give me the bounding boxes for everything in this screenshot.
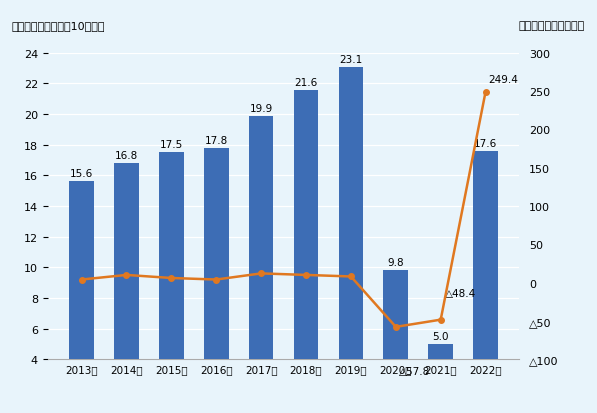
Text: 16.8: 16.8 (115, 151, 138, 161)
Bar (383, 271, 408, 413)
Text: （入国者数、単位：10万人）: （入国者数、単位：10万人） (12, 21, 106, 31)
Bar (249, 116, 273, 413)
Bar (473, 152, 498, 413)
Text: △57.8: △57.8 (399, 366, 430, 376)
Text: 249.4: 249.4 (488, 75, 518, 85)
Text: 17.6: 17.6 (474, 138, 497, 148)
Text: 23.1: 23.1 (339, 55, 362, 64)
Bar (69, 182, 94, 413)
Bar (338, 67, 363, 413)
Text: 15.6: 15.6 (70, 169, 93, 179)
Text: 9.8: 9.8 (387, 258, 404, 268)
Bar (294, 90, 318, 413)
Bar (429, 344, 453, 413)
Text: （前年比、単位：％）: （前年比、単位：％） (519, 21, 585, 31)
Bar (159, 153, 184, 413)
Text: 21.6: 21.6 (294, 77, 318, 87)
Bar (114, 164, 139, 413)
Text: 17.5: 17.5 (160, 140, 183, 150)
Bar (204, 148, 229, 413)
Text: 19.9: 19.9 (250, 103, 273, 113)
Text: 5.0: 5.0 (432, 331, 449, 341)
Text: △48.4: △48.4 (445, 289, 476, 299)
Text: 17.8: 17.8 (205, 135, 228, 145)
